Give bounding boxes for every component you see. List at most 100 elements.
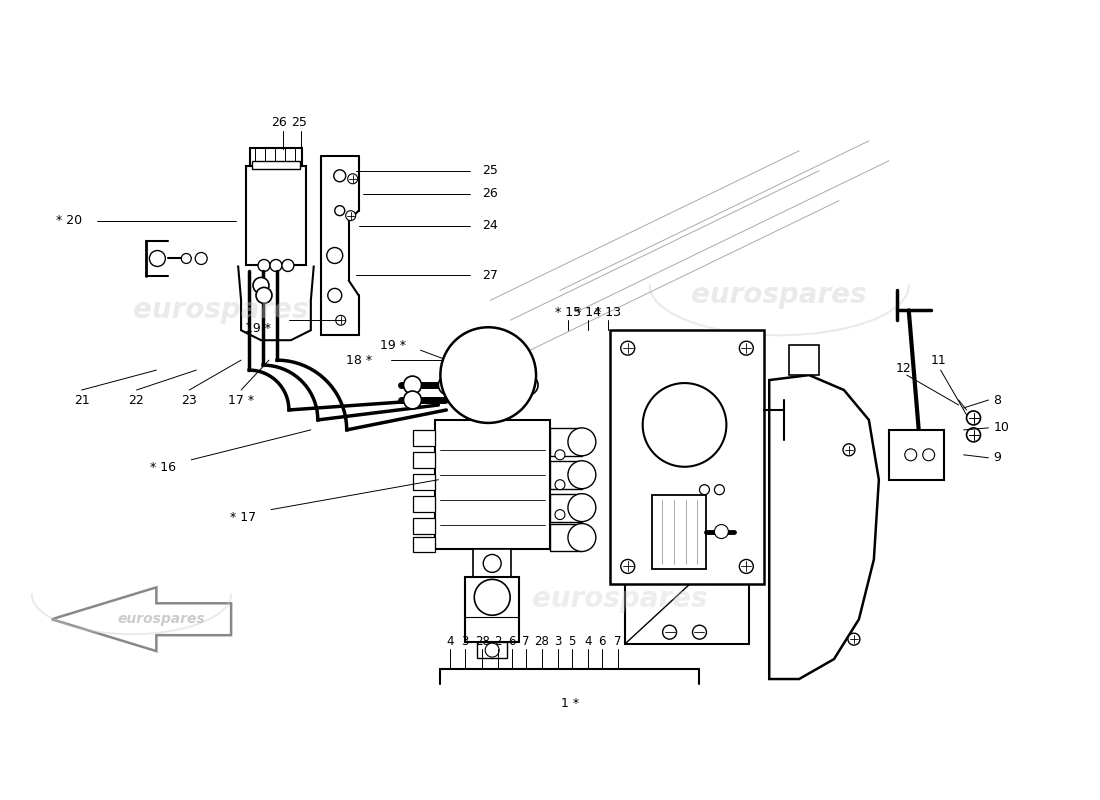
Text: 3: 3	[462, 634, 469, 648]
Text: 27: 27	[482, 269, 498, 282]
Bar	[414, 496, 436, 512]
Text: 24: 24	[482, 219, 498, 232]
Circle shape	[253, 278, 270, 294]
Circle shape	[182, 254, 191, 263]
Text: eurospares: eurospares	[692, 282, 867, 310]
Text: 4: 4	[584, 634, 592, 648]
Text: eurospares: eurospares	[532, 586, 707, 614]
Circle shape	[195, 253, 207, 265]
Bar	[550, 461, 582, 489]
Circle shape	[967, 411, 980, 425]
Bar	[550, 523, 582, 551]
Bar	[889, 430, 944, 480]
Text: * 15: * 15	[554, 306, 581, 319]
Text: eurospares: eurospares	[118, 612, 206, 626]
Circle shape	[568, 494, 596, 522]
Circle shape	[568, 461, 596, 489]
Text: 17 *: 17 *	[228, 394, 254, 406]
Text: eurospares: eurospares	[133, 296, 309, 324]
Circle shape	[440, 327, 536, 423]
Circle shape	[282, 259, 294, 271]
Text: 25: 25	[290, 117, 307, 130]
Text: 7: 7	[614, 634, 622, 648]
Text: 10: 10	[993, 422, 1010, 434]
Circle shape	[642, 383, 726, 466]
Circle shape	[328, 288, 342, 302]
Circle shape	[336, 315, 345, 326]
Text: * 14: * 14	[575, 306, 601, 319]
Text: 28: 28	[535, 634, 550, 648]
Bar	[477, 642, 507, 658]
Circle shape	[485, 643, 499, 657]
Circle shape	[620, 342, 635, 355]
Circle shape	[568, 523, 596, 551]
Circle shape	[662, 626, 676, 639]
Bar	[789, 345, 820, 375]
Circle shape	[258, 259, 270, 271]
Text: 2: 2	[494, 634, 502, 648]
Circle shape	[568, 428, 596, 456]
Text: 22: 22	[129, 394, 144, 406]
Text: 19 *: 19 *	[245, 322, 271, 334]
Text: 28: 28	[475, 634, 490, 648]
Text: 21: 21	[74, 394, 89, 406]
Bar	[250, 148, 301, 166]
Circle shape	[518, 375, 538, 395]
Circle shape	[848, 633, 860, 645]
Bar	[651, 494, 706, 570]
Text: 26: 26	[271, 117, 287, 130]
Text: 1 *: 1 *	[561, 698, 579, 710]
Circle shape	[923, 449, 935, 461]
Bar	[550, 428, 582, 456]
Text: 3: 3	[554, 634, 562, 648]
Circle shape	[905, 449, 916, 461]
Text: 12: 12	[895, 362, 912, 374]
Bar	[414, 452, 436, 468]
Circle shape	[620, 559, 635, 574]
Bar	[414, 518, 436, 534]
Text: 6: 6	[598, 634, 606, 648]
Text: * 16: * 16	[151, 462, 176, 474]
Circle shape	[150, 250, 165, 266]
Circle shape	[556, 480, 565, 490]
Circle shape	[404, 391, 421, 409]
Bar	[550, 494, 582, 522]
Circle shape	[664, 510, 704, 550]
Circle shape	[256, 287, 272, 303]
Circle shape	[484, 331, 492, 339]
Circle shape	[700, 485, 710, 494]
Text: 7: 7	[522, 634, 530, 648]
Text: 25: 25	[482, 164, 498, 178]
Circle shape	[348, 174, 358, 184]
Circle shape	[345, 210, 355, 221]
Text: 8: 8	[993, 394, 1001, 406]
Bar	[465, 578, 519, 642]
Circle shape	[714, 485, 725, 494]
Text: 23: 23	[182, 394, 197, 406]
Bar	[246, 166, 306, 266]
Text: 19 *: 19 *	[379, 338, 406, 352]
Bar	[473, 550, 512, 578]
Bar	[414, 430, 436, 446]
Circle shape	[739, 559, 754, 574]
Bar	[609, 330, 764, 584]
Text: 6: 6	[508, 634, 516, 648]
Text: 26: 26	[482, 187, 498, 200]
Text: * 20: * 20	[55, 214, 81, 227]
Circle shape	[334, 206, 344, 216]
Bar	[436, 420, 550, 550]
Circle shape	[556, 450, 565, 460]
Circle shape	[739, 342, 754, 355]
Circle shape	[404, 376, 421, 394]
Circle shape	[474, 579, 510, 615]
Circle shape	[270, 259, 282, 271]
Circle shape	[693, 626, 706, 639]
Bar	[252, 161, 300, 169]
Bar	[414, 537, 436, 553]
Circle shape	[439, 375, 459, 395]
Text: 5: 5	[569, 634, 575, 648]
Circle shape	[843, 444, 855, 456]
Circle shape	[967, 428, 980, 442]
Circle shape	[483, 554, 502, 572]
Circle shape	[714, 525, 728, 538]
